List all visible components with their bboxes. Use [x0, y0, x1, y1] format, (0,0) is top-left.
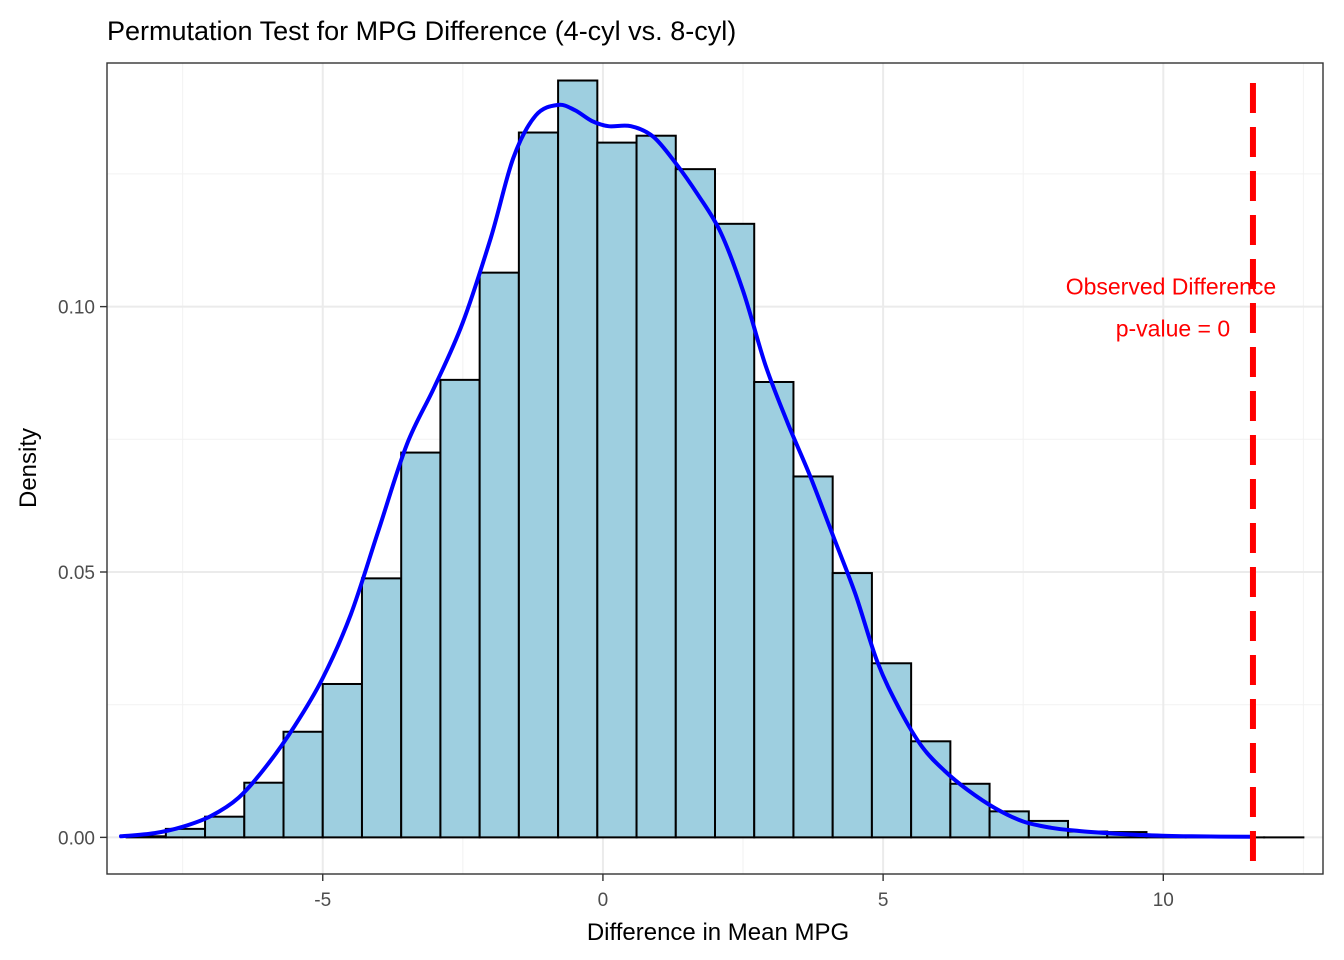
histogram-bar [988, 810, 1030, 839]
histogram-bar [596, 141, 638, 839]
histogram-bar [360, 577, 403, 839]
x-tick-label: 5 [878, 890, 889, 911]
x-axis-label: Difference in Mean MPG [587, 919, 849, 946]
y-axis-label: Density [15, 428, 42, 508]
histogram-bar [792, 475, 834, 839]
y-tick-label: 0.00 [58, 828, 95, 849]
x-tick-label: 10 [1153, 890, 1174, 911]
histogram-bar [243, 781, 285, 839]
x-tick-label: 0 [598, 890, 609, 911]
histogram-bar [635, 134, 677, 839]
density-curve [119, 102, 1255, 839]
x-tick-label: -5 [314, 890, 331, 911]
histogram-bar [439, 378, 481, 839]
histogram-bar [204, 815, 246, 839]
panel-border [106, 62, 1324, 875]
observed-difference-label: Observed Difference [1066, 274, 1277, 300]
histogram-bar [282, 730, 324, 839]
y-axis: 0.00 0.05 0.10 [58, 298, 107, 849]
histogram-bar [517, 131, 560, 839]
histogram-bar [753, 380, 795, 839]
y-tick-label: 0.10 [58, 298, 95, 319]
histogram-bar [674, 168, 716, 839]
histogram-bar [831, 572, 873, 839]
plot-panel: Observed Difference p-value = 0 [106, 62, 1324, 875]
p-value-label: p-value = 0 [1116, 316, 1230, 342]
histogram-bar [557, 79, 599, 839]
histogram-bars [125, 79, 1305, 839]
x-axis: -5 0 5 10 [314, 874, 1174, 911]
histogram-bar [321, 682, 363, 839]
histogram-bar [478, 271, 520, 839]
y-tick-label: 0.05 [58, 563, 95, 584]
chart-title: Permutation Test for MPG Difference (4-c… [107, 16, 736, 46]
histogram-bar [714, 222, 756, 839]
histogram-bar [400, 451, 442, 839]
